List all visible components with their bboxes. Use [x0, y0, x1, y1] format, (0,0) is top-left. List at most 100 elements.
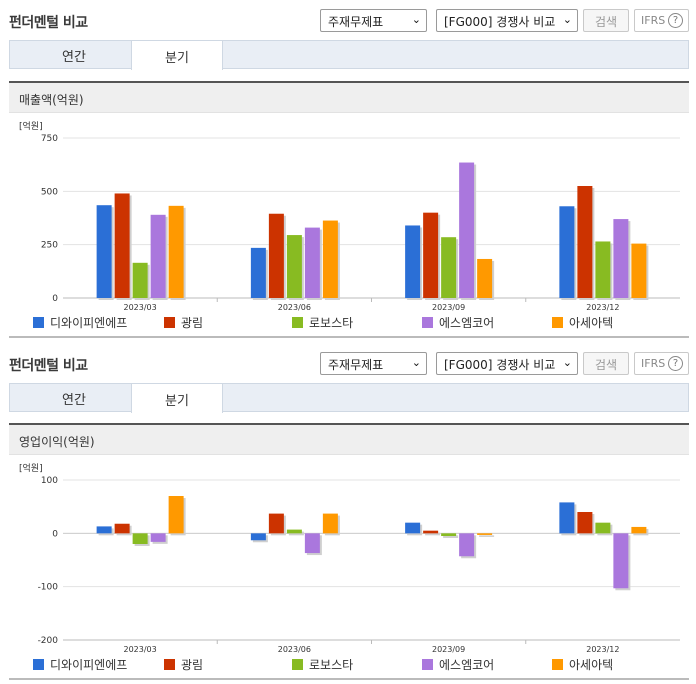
chevron-down-icon: ⌄: [411, 356, 421, 369]
bar: [268, 513, 284, 534]
chevron-down-icon: ⌄: [562, 13, 572, 26]
tab-annual[interactable]: 연간: [62, 50, 86, 65]
chart-panel-operating-profit: 영업이익(억원): [9, 423, 689, 455]
legend-item[interactable]: 에스엠코어: [422, 656, 494, 673]
bar: [477, 533, 493, 535]
legend-item[interactable]: 로보스타: [292, 314, 353, 331]
bar: [304, 533, 320, 554]
legend-item[interactable]: 에스엠코어: [422, 314, 494, 331]
chevron-down-icon: ⌄: [562, 356, 572, 369]
bar: [441, 533, 457, 536]
ifrs-label: IFRS: [641, 14, 666, 27]
bar: [423, 530, 439, 534]
legend-swatch: [33, 659, 44, 670]
legend-item[interactable]: 디와이피엔에프: [33, 314, 127, 331]
legend-swatch: [422, 659, 433, 670]
bar: [459, 533, 475, 557]
ifrs-button[interactable]: IFRS ?: [634, 352, 689, 375]
legend-item[interactable]: 광림: [164, 656, 203, 673]
peer-select-value: [FG000] 경쟁사 비교: [444, 15, 556, 29]
legend-swatch: [422, 317, 433, 328]
section-header-2: 펀더멘털 비교 주재무제표 ⌄ [FG000] 경쟁사 비교 ⌄ 검색 IFRS…: [0, 343, 696, 375]
legend-swatch: [164, 659, 175, 670]
bar: [132, 262, 148, 298]
y-tick-label: 100: [41, 476, 58, 486]
help-icon[interactable]: ?: [668, 13, 683, 28]
section-title: 펀더멘털 비교: [9, 15, 88, 31]
x-tick-label: 2023/03: [124, 303, 157, 312]
legend-label: 광림: [181, 316, 204, 330]
statement-select[interactable]: 주재무제표 ⌄: [320, 352, 427, 375]
legend-item[interactable]: 아세아텍: [552, 314, 613, 331]
tab-quarterly[interactable]: 분기: [131, 40, 223, 70]
legend-label: 아세아텍: [569, 316, 614, 330]
legend-item[interactable]: 로보스타: [292, 656, 353, 673]
bar: [631, 243, 647, 298]
y-tick-label: 0: [52, 294, 58, 304]
legend-label: 디와이피엔에프: [50, 316, 128, 330]
legend-label: 광림: [181, 658, 204, 672]
legend-swatch: [33, 317, 44, 328]
legend-item[interactable]: 광림: [164, 314, 203, 331]
x-tick-label: 2023/06: [278, 303, 311, 312]
ifrs-button[interactable]: IFRS ?: [634, 9, 689, 32]
statement-select[interactable]: 주재무제표 ⌄: [320, 9, 427, 32]
x-tick-label: 2023/09: [432, 303, 465, 312]
legend-revenue: 디와이피엔에프 광림 로보스타 에스엠코어 아세아텍: [0, 314, 696, 332]
help-icon[interactable]: ?: [668, 356, 683, 371]
unit-label: [억원]: [19, 122, 43, 132]
legend-swatch: [292, 317, 303, 328]
legend-label: 에스엠코어: [439, 316, 495, 330]
x-tick-label: 2023/03: [124, 645, 157, 654]
legend-operating-profit: 디와이피엔에프 광림 로보스타 에스엠코어 아세아텍: [0, 656, 696, 674]
chart-panel-revenue: 매출액(억원): [9, 81, 689, 113]
ifrs-label: IFRS: [641, 357, 666, 370]
bar: [150, 214, 166, 298]
peer-select-value: [FG000] 경쟁사 비교: [444, 358, 556, 372]
bar: [559, 502, 575, 534]
bar: [96, 205, 112, 298]
unit-label: [억원]: [19, 464, 43, 474]
bar: [631, 526, 647, 534]
revenue-chart: 750 500 250 0 2023/03 2023/06 2023/09 2023/12: [41, 134, 680, 312]
x-tick-label: 2023/06: [278, 645, 311, 654]
bar: [114, 193, 130, 298]
search-button[interactable]: 검색: [583, 9, 629, 32]
bar: [304, 227, 320, 298]
tab-annual[interactable]: 연간: [62, 393, 86, 408]
divider: [9, 336, 689, 338]
tab-quarterly[interactable]: 분기: [131, 383, 223, 413]
bar: [477, 258, 493, 298]
bar: [595, 241, 611, 298]
bar: [613, 533, 629, 589]
peer-select[interactable]: [FG000] 경쟁사 비교 ⌄: [436, 9, 578, 32]
bar-shadow: [425, 532, 441, 536]
y-tick-label: 0: [52, 529, 58, 539]
legend-swatch: [292, 659, 303, 670]
legend-item[interactable]: 아세아텍: [552, 656, 613, 673]
bar: [114, 523, 130, 534]
bar: [322, 513, 338, 534]
bar: [250, 533, 266, 541]
legend-item[interactable]: 디와이피엔에프: [33, 656, 127, 673]
chevron-down-icon: ⌄: [411, 13, 421, 26]
bar: [168, 496, 184, 534]
x-tick-label: 2023/12: [586, 303, 619, 312]
y-tick-label: 750: [41, 134, 58, 144]
bar: [132, 533, 148, 544]
y-tick-label: -100: [38, 583, 59, 593]
bar: [613, 219, 629, 298]
x-tick-label: 2023/12: [586, 645, 619, 654]
peer-select[interactable]: [FG000] 경쟁사 비교 ⌄: [436, 352, 578, 375]
bar-shadow: [443, 535, 459, 538]
operating-profit-chart: 100 0 -100 -200 2023/03 2023/06 2023/09 2023/12: [38, 476, 680, 654]
bar: [268, 213, 284, 298]
period-tabs: 연간 분기: [9, 383, 689, 413]
search-button[interactable]: 검색: [583, 352, 629, 375]
bar: [405, 522, 421, 534]
legend-label: 에스엠코어: [439, 658, 495, 672]
y-tick-label: 500: [41, 187, 58, 197]
legend-label: 아세아텍: [569, 658, 614, 672]
chart-title: 매출액(억원): [9, 83, 689, 113]
period-tabs: 연간 분기: [9, 40, 689, 70]
